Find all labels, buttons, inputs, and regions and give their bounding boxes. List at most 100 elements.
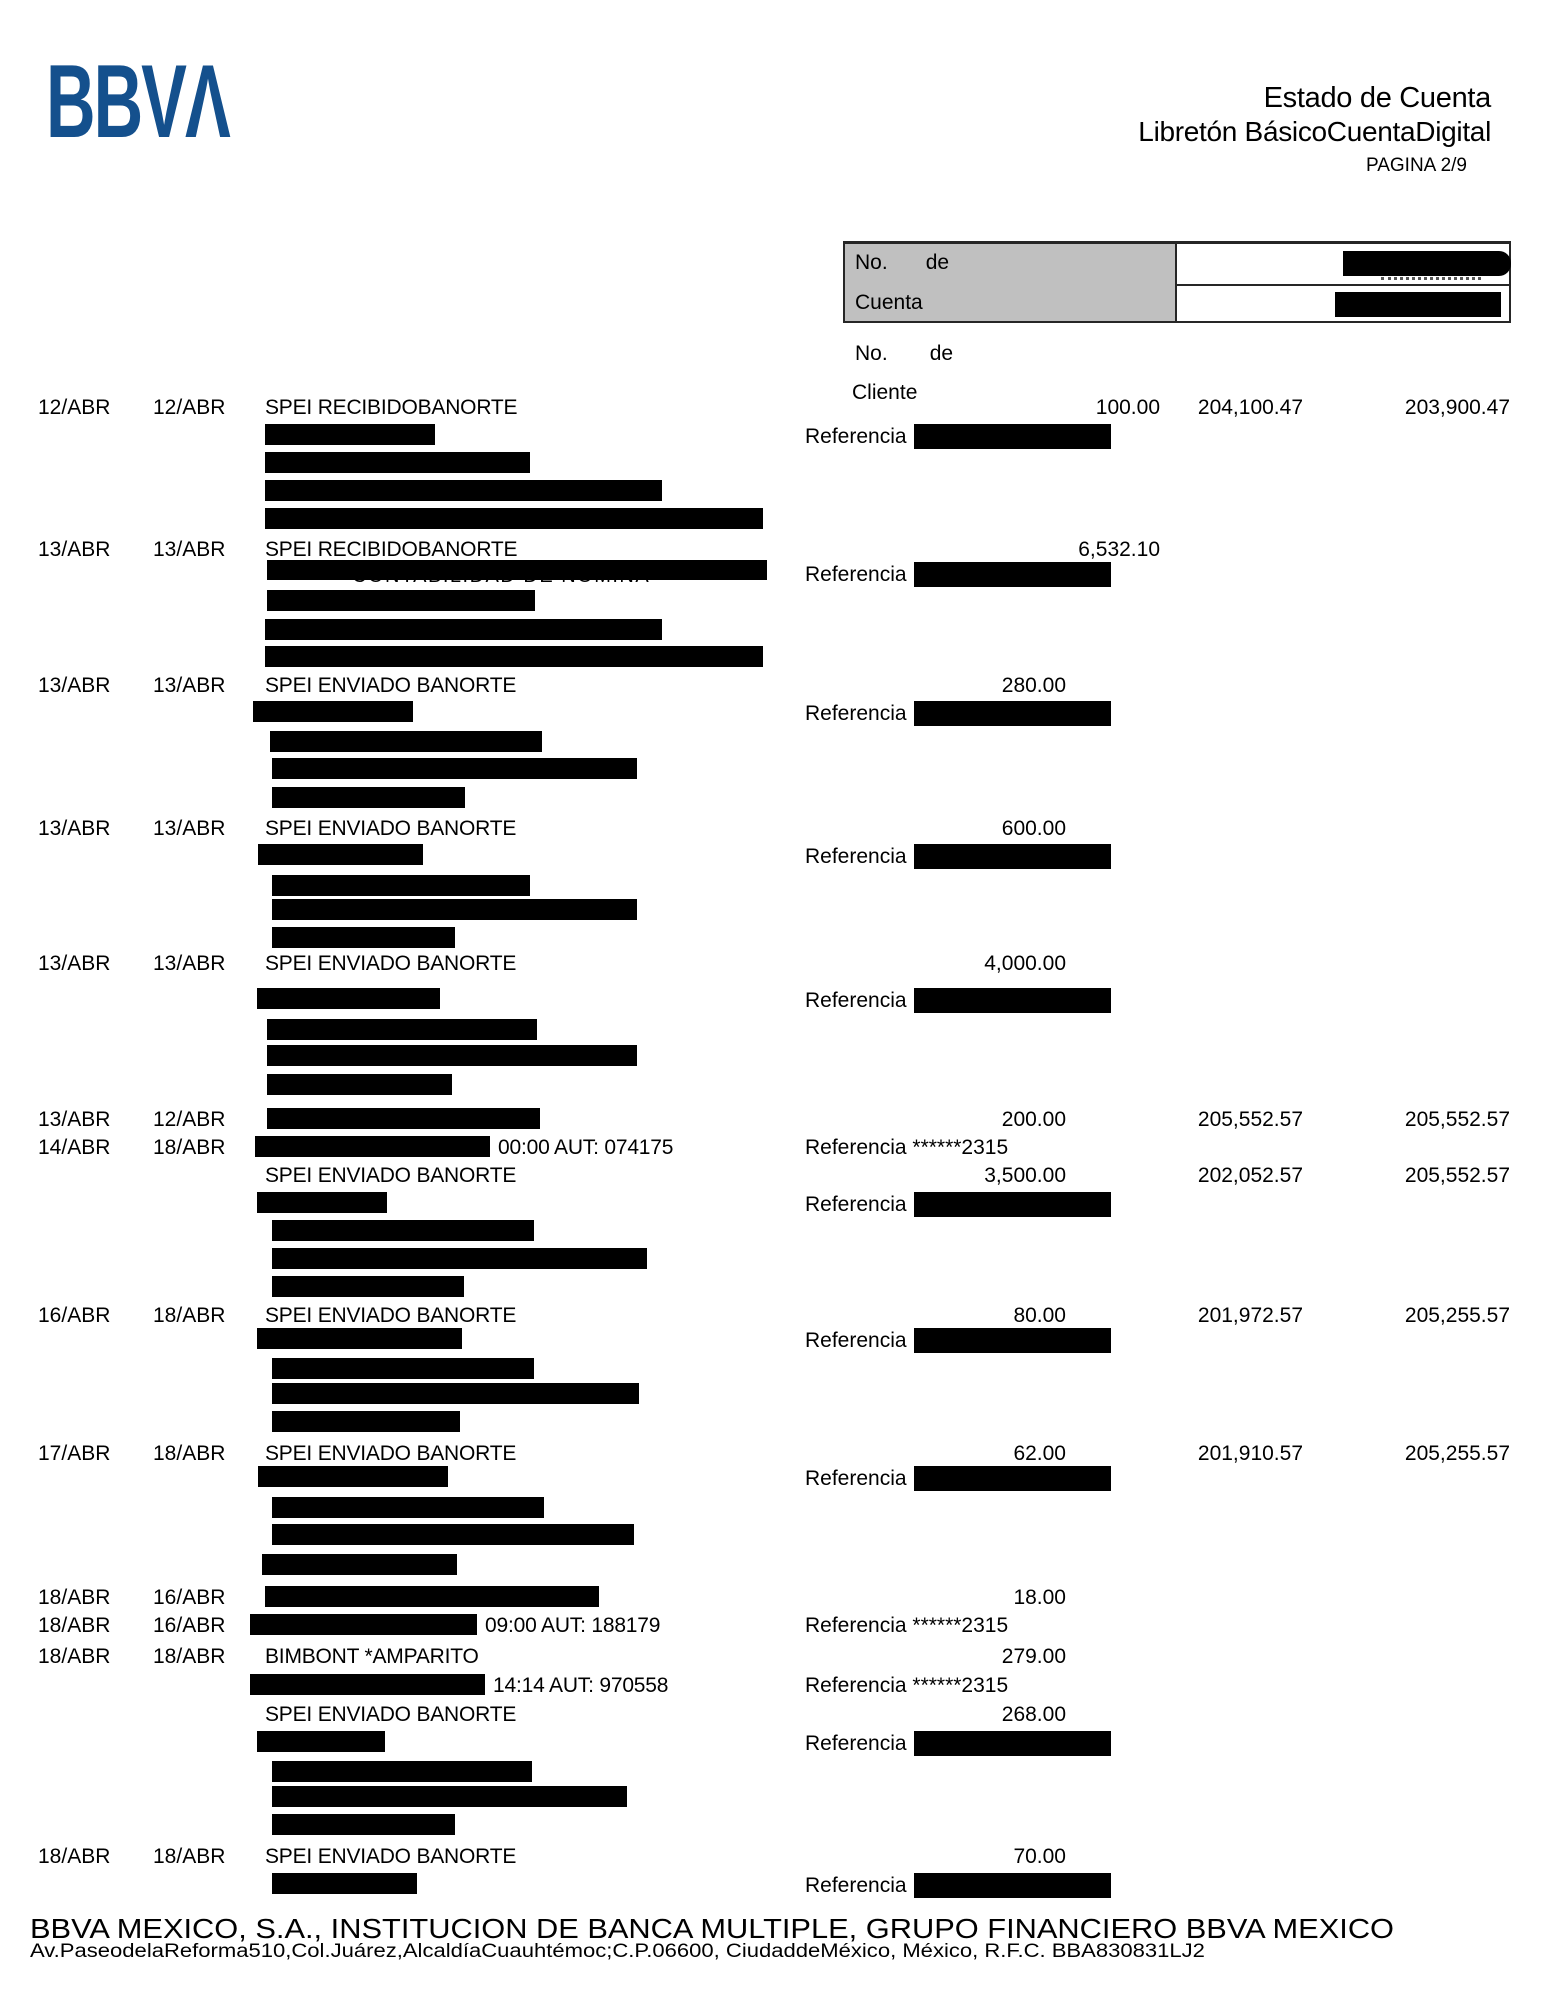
redaction-bar [272,1383,639,1404]
redaction-bar [265,508,763,529]
referencia-label: Referencia [805,1732,907,1755]
txn-description: SPEI ENVIADO BANORTE [265,1442,517,1465]
txn-saldo-liquidacion: 205,552.57 [1404,1108,1510,1131]
txn-line [0,619,1545,645]
redaction-bar [272,1248,647,1269]
redaction-bar [913,701,1111,726]
txn-line [0,1045,1545,1071]
txn-line [0,1276,1545,1302]
redaction-bar [253,701,413,722]
redaction-bar [272,758,637,779]
redacted-account-number [1343,251,1511,276]
redaction-bar [272,1786,627,1807]
txn-line: 14:14 AUT: 970558 Referencia ******2315 [0,1674,1545,1700]
txn-date-liq: 18/ABR [153,1136,226,1159]
txn-referencia: Referencia ******2315 [805,1674,1008,1698]
txn-line: 14/ABR 18/ABR 00:00 AUT: 074175 Referencia … [0,1136,1545,1162]
redaction-bar [272,1761,532,1782]
referencia-label: Referencia [805,1136,907,1159]
txn-line: 18/ABR 16/ABR 18.00 [0,1586,1545,1612]
redaction-bar [267,560,767,580]
redaction-bar [272,1276,464,1297]
redaction-remnant-dots [1381,277,1481,280]
table-divider [1177,284,1509,286]
referencia-label: Referencia [805,1674,907,1697]
txn-referencia: Referencia [805,1466,1111,1491]
redaction-bar [913,1873,1111,1898]
txn-date-liq: 13/ABR [153,674,226,697]
redacted-account-value [1335,292,1501,317]
redaction-bar: CONTABILIDAD DE NOMINA [267,560,767,587]
txn-line: 13/ABR 12/ABR 200.00 205,552.57 205,552.57 [0,1108,1545,1134]
txn-description: SPEI ENVIADO BANORTE [265,1304,517,1327]
txn-saldo-liquidacion: 205,552.57 [1404,1164,1510,1187]
txn-referencia: Referencia [805,1328,1111,1353]
referencia-value: ******2315 [906,1674,1009,1697]
txn-date-oper: 13/ABR [38,1108,111,1131]
redaction-bar [258,844,423,865]
referencia-label: Referencia [805,1467,907,1490]
txn-cargo-amount: 80.00 [1013,1304,1066,1327]
referencia-label: Referencia [805,1193,907,1216]
txn-line [0,758,1545,784]
txn-saldo-operacion: 202,052.57 [1197,1164,1303,1187]
txn-description: SPEI ENVIADO BANORTE [265,1845,517,1868]
txn-date-liq: 18/ABR [153,1845,226,1868]
txn-date-oper: 18/ABR [38,1586,111,1609]
redaction-bar [913,988,1111,1013]
txn-date-liq: 18/ABR [153,1304,226,1327]
txn-date-liq: 18/ABR [153,1442,226,1465]
txn-date-liq: 12/ABR [153,1108,226,1131]
txn-line [0,1761,1545,1787]
txn-referencia: Referencia [805,562,1111,587]
txn-date-liq: 13/ABR [153,952,226,975]
txn-line: Referencia [0,844,1545,870]
txn-line: SPEI ENVIADO BANORTE 3,500.00 202,052.57 20… [0,1164,1545,1190]
txn-referencia: Referencia ******2315 [805,1614,1008,1638]
redaction-bar [913,424,1111,449]
txn-date-oper: 16/ABR [38,1304,111,1327]
txn-line: Referencia [0,1192,1545,1218]
account-label-word: Cuenta [855,291,923,314]
referencia-label: Referencia [805,1874,907,1897]
txn-description: SPEI ENVIADO BANORTE [265,1164,517,1187]
txn-line: 13/ABR 13/ABR SPEI RECIBIDOBANORTE 6,532.10 [0,538,1545,564]
txn-description: SPEI ENVIADO BANORTE [265,952,517,975]
txn-description: SPEI ENVIADO BANORTE [265,1703,517,1726]
txn-line [0,590,1545,616]
client-label-word: Cliente [852,381,918,404]
txn-abono-amount: 100.00 [1095,396,1160,419]
txn-cargo-amount: 280.00 [1001,674,1066,697]
redaction-bar [272,927,455,948]
footer-bank-name: BBVA MEXICO, S.A., INSTITUCION DE BANCA … [30,1913,1395,1944]
txn-line [0,787,1545,813]
redaction-bar [913,1192,1111,1217]
txn-line [0,480,1545,506]
txn-aut-info: 14:14 AUT: 970558 [493,1674,669,1697]
txn-description: SPEI ENVIADO BANORTE [265,817,517,840]
redaction-bar [913,1328,1111,1353]
txn-line [0,508,1545,534]
txn-description: BIMBONT *AMPARITO [265,1645,479,1668]
txn-date-oper: 13/ABR [38,952,111,975]
referencia-label: Referencia [805,702,907,725]
redaction-bar [270,731,542,752]
redaction-bar [257,1731,385,1752]
txn-line: Referencia [0,1731,1545,1757]
txn-aut-info: 00:00 AUT: 074175 [498,1136,674,1159]
redaction-bar [272,1873,417,1894]
txn-line: Referencia [0,1328,1545,1354]
txn-date-oper: 13/ABR [38,538,111,561]
txn-abono-amount: 6,532.10 [1078,538,1160,561]
referencia-value: ******2315 [906,1136,1009,1159]
txn-line [0,1497,1545,1523]
redaction-bar [265,452,530,473]
txn-line: 13/ABR 13/ABR SPEI ENVIADO BANORTE 280.00 [0,674,1545,700]
client-number-label: No. de Cliente [852,342,953,405]
txn-line [0,1358,1545,1384]
txn-date-liq: 16/ABR [153,1586,226,1609]
txn-line [0,1019,1545,1045]
redaction-bar [265,480,662,501]
txn-date-liq: 13/ABR [153,817,226,840]
txn-referencia: Referencia [805,701,1111,726]
